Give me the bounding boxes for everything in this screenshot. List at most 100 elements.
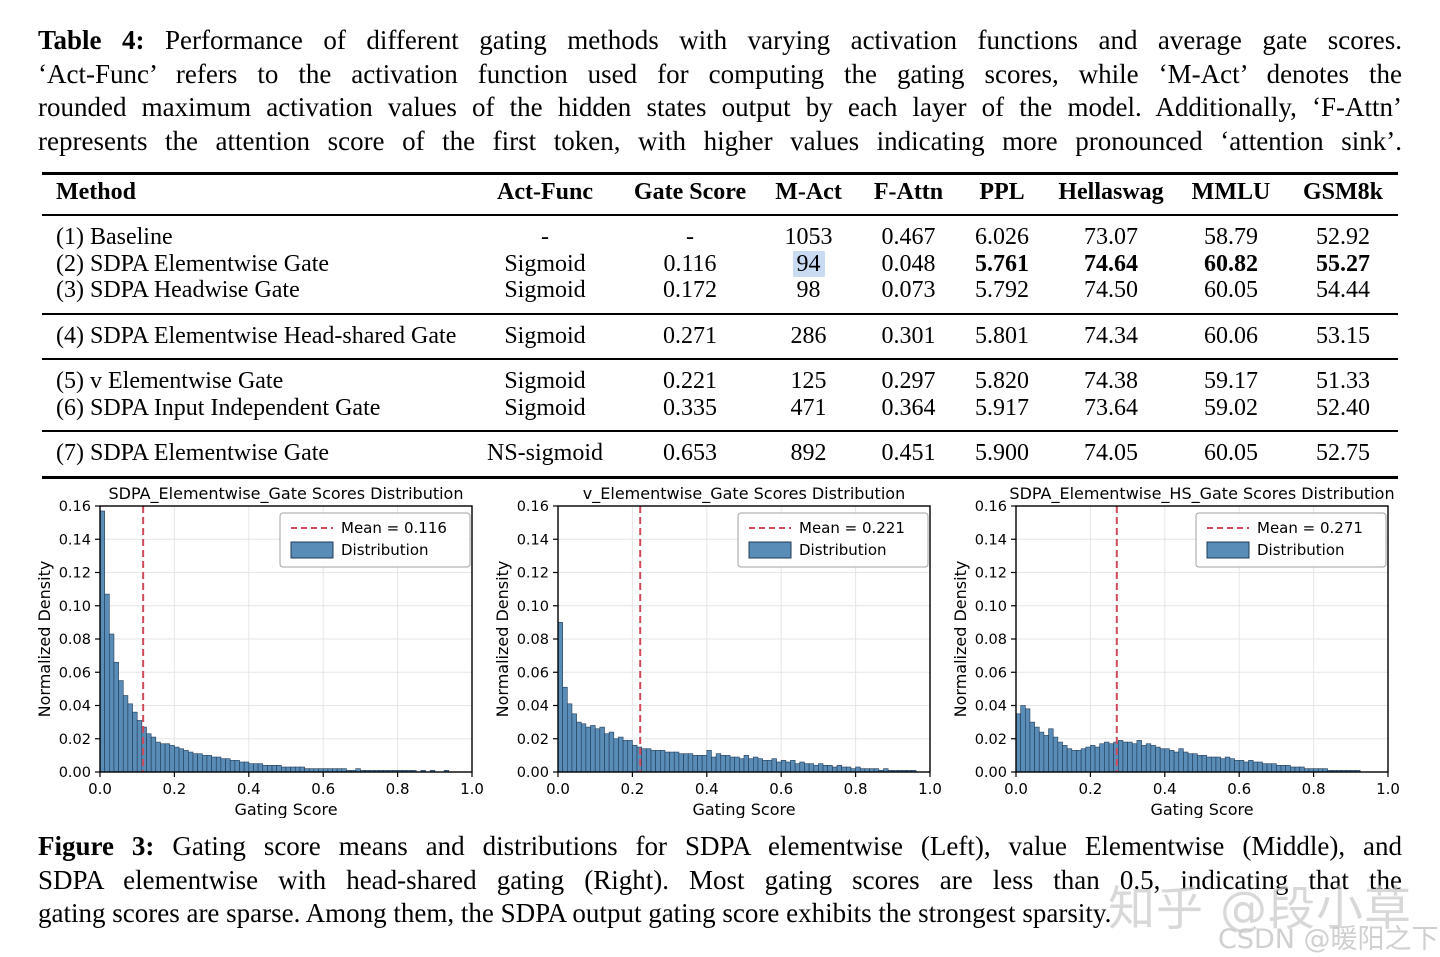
histogram-bar <box>1210 756 1217 773</box>
value-cell: - <box>686 224 694 250</box>
histogram-bar <box>1271 763 1277 773</box>
value-cell: 60.06 <box>1204 322 1258 349</box>
value-cell: 5.761 <box>975 250 1029 277</box>
histogram-bar <box>757 758 763 773</box>
histogram-bar <box>604 733 610 773</box>
y-tick-label: 0.14 <box>59 532 91 548</box>
histogram-bar <box>701 755 708 773</box>
legend-mean-label: Mean = 0.271 <box>1257 519 1363 537</box>
histogram-bar <box>1066 748 1073 773</box>
histogram-bar <box>1262 763 1268 773</box>
histogram-bar <box>1080 748 1087 773</box>
histogram-bar <box>118 680 124 773</box>
histogram-bar <box>650 750 656 773</box>
histogram-bar <box>127 703 133 773</box>
value-cell: 0.301 <box>881 322 936 349</box>
y-tick-label: 0.00 <box>975 765 1007 781</box>
value-cell: 1053 <box>784 224 833 250</box>
histogram-bar <box>197 753 203 773</box>
histogram-bar <box>1071 750 1077 773</box>
v-elementwise-histogram: 0.00 0.02 0.04 0.06 0.08 0.10 0.12 0.14 0.16 0.0 0… <box>494 486 946 818</box>
histogram-bar <box>618 736 624 773</box>
histogram-bar <box>164 743 171 773</box>
y-tick-label: 0.08 <box>975 632 1007 648</box>
histogram-bar <box>567 703 573 773</box>
histogram-bar <box>229 760 236 773</box>
histogram-bar <box>285 766 291 773</box>
x-tick-label: 1.0 <box>1376 780 1400 798</box>
histogram-bar <box>841 766 847 773</box>
y-tick-label: 0.00 <box>517 765 549 781</box>
histogram-bar <box>1276 765 1282 773</box>
histogram-bar <box>725 755 731 773</box>
histogram-bar <box>1197 755 1203 773</box>
legend-dist-swatch <box>748 541 792 559</box>
x-tick-label: 0.2 <box>620 780 644 798</box>
chart-title: SDPA_Elementwise_HS_Gate Scores Distribu… <box>1009 486 1394 504</box>
value-cell: 0.221 <box>663 368 717 394</box>
histogram-bar <box>150 736 157 773</box>
histogram-bar <box>1145 743 1152 773</box>
x-axis-label: Gating Score <box>234 800 337 818</box>
column-header: Method <box>56 179 136 205</box>
histogram-bar <box>678 753 684 773</box>
histogram-bar <box>225 758 231 773</box>
histogram-bar <box>813 765 819 773</box>
histogram-bar <box>1183 751 1189 773</box>
value-cell: 74.38 <box>1084 368 1138 394</box>
x-tick-label: 0.8 <box>386 780 410 798</box>
legend-dist-label: Distribution <box>341 541 429 559</box>
value-cell: NS-sigmoid <box>486 440 603 466</box>
histogram-bar <box>178 748 185 773</box>
y-tick-label: 0.10 <box>59 599 91 615</box>
x-tick-label: 0.6 <box>769 780 793 798</box>
value-cell: 0.271 <box>663 322 717 349</box>
histogram-bar <box>1136 740 1142 773</box>
caption-label: Figure 3: <box>38 831 155 861</box>
legend-mean-label: Mean = 0.221 <box>799 519 905 537</box>
value-cell: 0.653 <box>663 440 717 466</box>
value-cell: 98 <box>796 277 821 303</box>
legend-dist-label: Distribution <box>1257 541 1345 559</box>
histogram-bar <box>752 756 759 773</box>
histogram-bar <box>104 593 110 773</box>
value-cell: Sigmoid <box>504 394 586 421</box>
histogram-svg: 0.00 0.02 0.04 0.06 0.08 0.10 0.12 0.14 0.16 0.0 0… <box>36 486 484 818</box>
histogram-bar <box>1085 746 1091 773</box>
table-row: (3) SDPA Headwise Gate Sigmoid 0.172 98 0.07… <box>42 277 1398 314</box>
histogram-bar <box>627 740 633 773</box>
histogram-bar <box>1122 741 1128 773</box>
column-header: M-Act <box>775 179 842 205</box>
histogram-bar <box>1173 751 1180 773</box>
histogram-bar <box>673 751 680 773</box>
histogram-bar <box>822 765 828 773</box>
histogram-bar <box>585 726 591 773</box>
value-cell: 5.801 <box>975 322 1029 349</box>
histogram-bar <box>720 755 726 773</box>
histogram-bar <box>1248 760 1254 773</box>
y-tick-label: 0.08 <box>517 632 549 648</box>
caption-line: SDPA elementwise with head-shared gating… <box>38 864 1402 895</box>
x-tick-label: 0.6 <box>1227 780 1251 798</box>
value-cell: 0.335 <box>663 394 717 421</box>
value-cell: 73.64 <box>1084 394 1138 421</box>
value-cell: 52.75 <box>1316 440 1370 466</box>
histogram-bar <box>1131 743 1138 773</box>
histogram-bar <box>1094 746 1101 773</box>
value-cell: 53.15 <box>1316 322 1370 349</box>
figure-caption: Figure 3: Gating score means and distrib… <box>38 830 1402 931</box>
histogram-bar <box>243 761 250 773</box>
value-cell: 60.05 <box>1204 440 1258 466</box>
histogram-bar <box>664 751 670 773</box>
value-cell: 471 <box>790 394 827 421</box>
histogram-bar <box>697 755 703 773</box>
table-header: Method Act-Func Gate Score M-Act F-Attn PPL He… <box>42 174 1398 215</box>
x-axis-label: Gating Score <box>692 800 795 818</box>
y-tick-label: 0.16 <box>975 499 1007 515</box>
x-tick-label: 1.0 <box>918 780 942 798</box>
y-tick-label: 0.08 <box>59 632 91 648</box>
histogram-bar <box>1127 741 1133 773</box>
column-header: PPL <box>979 179 1025 205</box>
histogram-bar <box>169 745 175 773</box>
histogram-bar <box>1201 755 1207 773</box>
